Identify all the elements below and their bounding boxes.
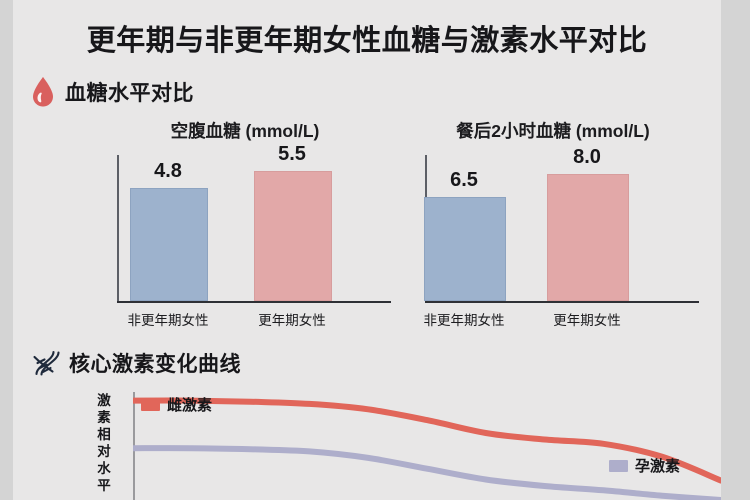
postmeal-x-axis	[425, 301, 699, 303]
blood-glucose-heading-label: 血糖水平对比	[65, 82, 194, 105]
hormone-section-heading: 核心激素变化曲线	[30, 348, 241, 378]
hormone-line-chart: 激 素 相 对 水 平 雌激素 孕激素	[93, 392, 721, 500]
fasting-chart-plot	[95, 155, 395, 303]
category-label-non-menopausal-postmeal: 非更年期女性	[423, 313, 505, 328]
bar-menopausal-fasting	[254, 171, 332, 301]
hormone-chart-y-axis-label: 激 素 相 对 水 平	[97, 393, 111, 493]
fasting-glucose-chart: 空腹血糖 (mmol/L) 4.8 5.5 非更年期女性 更年期女性	[95, 118, 395, 328]
hormone-curves-svg	[133, 397, 721, 500]
right-margin-strip	[721, 0, 750, 500]
bar-non-menopausal-fasting	[130, 188, 208, 301]
category-label-menopausal-fasting: 更年期女性	[258, 313, 326, 328]
page-title: 更年期与非更年期女性血糖与激素水平对比	[86, 25, 648, 57]
legend-swatch-estrogen	[141, 398, 160, 411]
bar-value-non-menopausal-fasting: 4.8	[154, 160, 182, 182]
dna-helix-icon	[30, 348, 60, 378]
fasting-chart-title: 空腹血糖 (mmol/L)	[170, 121, 320, 141]
left-margin-strip	[0, 0, 13, 500]
bar-value-non-menopausal-postmeal: 6.5	[450, 169, 478, 191]
bar-menopausal-postmeal	[547, 174, 629, 301]
fasting-x-axis	[117, 301, 391, 303]
postmeal-chart-plot	[403, 155, 703, 303]
infographic-canvas: 更年期与非更年期女性血糖与激素水平对比 血糖水平对比 空腹血糖 (mmol/L)…	[13, 0, 721, 500]
bar-value-menopausal-postmeal: 8.0	[573, 146, 601, 168]
legend-item-progesterone: 孕激素	[609, 455, 680, 476]
postmeal-chart-title: 餐后2小时血糖 (mmol/L)	[456, 121, 650, 141]
category-label-non-menopausal-fasting: 非更年期女性	[127, 313, 209, 328]
blood-drop-icon	[30, 76, 56, 108]
legend-swatch-progesterone	[609, 459, 628, 472]
postmeal-glucose-chart: 餐后2小时血糖 (mmol/L) 6.5 8.0 非更年期女性 更年期女性	[403, 118, 703, 328]
bar-value-menopausal-fasting: 5.5	[278, 143, 306, 165]
legend-label-progesterone: 孕激素	[635, 458, 681, 475]
bar-non-menopausal-postmeal	[424, 197, 506, 301]
legend-label-estrogen: 雌激素	[167, 397, 213, 414]
category-label-menopausal-postmeal: 更年期女性	[553, 313, 621, 328]
progesterone-curve	[133, 445, 721, 500]
legend-item-estrogen: 雌激素	[141, 394, 212, 415]
hormone-heading-label: 核心激素变化曲线	[69, 353, 241, 376]
fasting-y-axis	[117, 155, 119, 303]
blood-glucose-section-heading: 血糖水平对比	[30, 76, 194, 108]
estrogen-curve	[133, 397, 721, 484]
